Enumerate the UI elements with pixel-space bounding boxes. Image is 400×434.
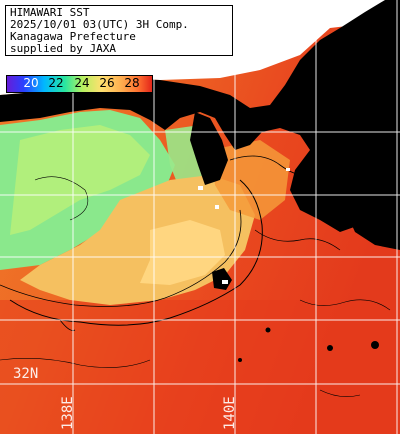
land-mainland [0,0,400,235]
contour-line-3 [59,319,76,331]
cloud-speck-4 [215,205,219,209]
southern-warm-band [0,300,400,434]
longitude-label-140: 140E [222,396,238,430]
contour-line-2 [0,209,242,307]
title-line-1: HIMAWARI SST [10,6,90,19]
contour-line-8 [319,389,361,397]
title-line-2: 2025/10/01 03(UTC) 3H Comp. [10,18,189,31]
title-line-3: Kanagawa Prefecture [10,30,136,43]
colorbar-frame [6,75,153,93]
colorbar-label-22: 22 [48,76,64,90]
colorbar-label-26: 26 [99,76,115,90]
cloud-speck-1 [198,186,203,190]
colorbar-label-20: 20 [23,76,39,90]
contour-line-5 [254,229,341,251]
latitude-label: 32N [13,366,39,382]
longitude-label-138: 138E [60,396,76,430]
colorbar-label-24: 24 [74,76,90,90]
island-small-1 [327,345,333,351]
land-izu-peninsula [190,112,228,185]
island-small-3 [265,327,271,333]
bay-inner-water [140,220,225,285]
title-block: HIMAWARI SST 2025/10/01 03(UTC) 3H Comp.… [5,5,233,56]
island-small-2 [371,341,379,349]
cloud-speck-2 [222,280,228,284]
contour-line-9 [34,176,89,221]
land-boso-east [340,110,400,250]
title-line-4: supplied by JAXA [10,42,116,55]
island-small-4 [238,358,242,362]
contour-line-6 [0,358,151,368]
cool-inner-water [10,125,150,235]
island-oshima [212,268,232,290]
contour-line-7 [299,299,391,311]
cloud-speck-3 [286,168,290,171]
colorbar-gradient [6,75,153,93]
colorbar-label-28: 28 [124,76,140,90]
colorbar-labels: 20 22 24 26 28 [6,75,153,93]
